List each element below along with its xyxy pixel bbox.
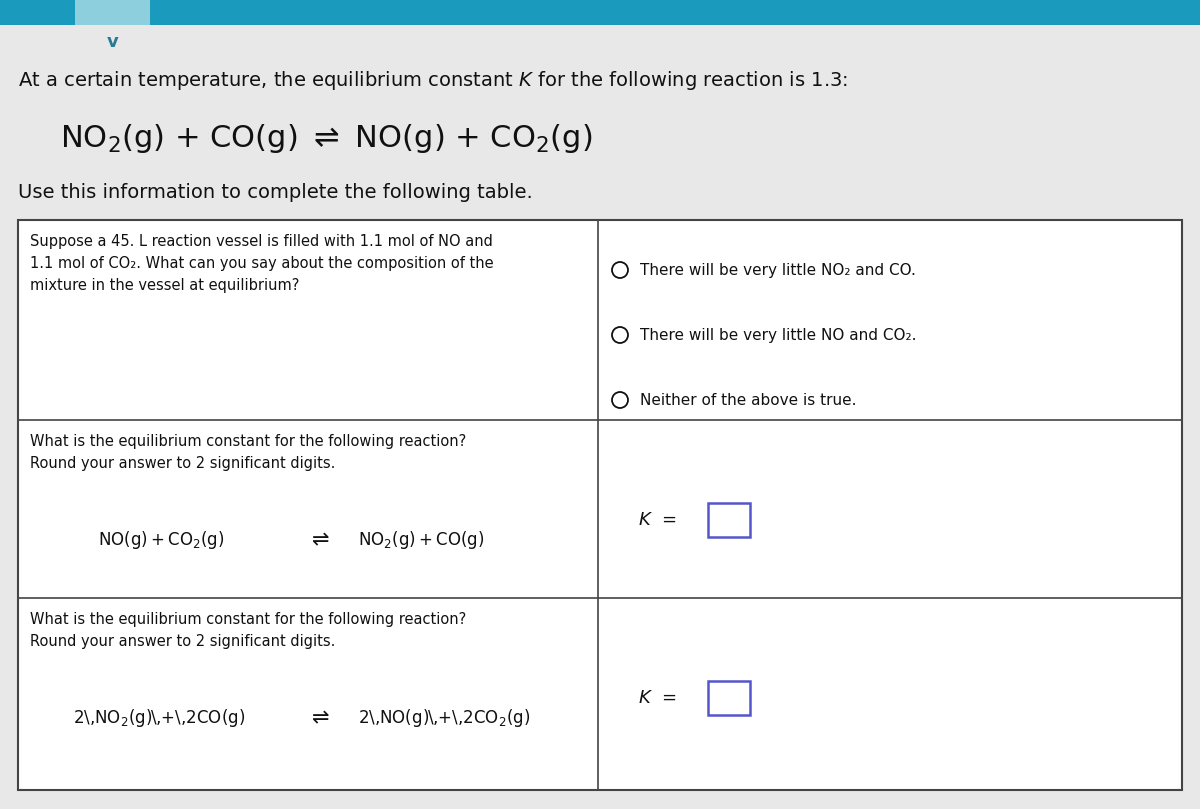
- Text: 2\,NO$_2$(g)\,+\,2CO(g): 2\,NO$_2$(g)\,+\,2CO(g): [73, 707, 245, 729]
- Text: $\rightleftharpoons$: $\rightleftharpoons$: [307, 530, 329, 550]
- Text: $\rightleftharpoons$: $\rightleftharpoons$: [307, 708, 329, 728]
- Bar: [74, 0, 150, 58]
- Text: What is the equilibrium constant for the following reaction?
Round your answer t: What is the equilibrium constant for the…: [30, 612, 467, 649]
- Bar: [0, 0, 1200, 25]
- Text: What is the equilibrium constant for the following reaction?
Round your answer t: What is the equilibrium constant for the…: [30, 434, 467, 471]
- Text: 2\,NO(g)\,+\,2CO$_2$(g): 2\,NO(g)\,+\,2CO$_2$(g): [358, 707, 530, 729]
- Text: NO(g) + CO$_2$(g): NO(g) + CO$_2$(g): [98, 529, 224, 551]
- Text: $K$  =: $K$ =: [638, 689, 677, 707]
- Text: There will be very little NO₂ and CO.: There will be very little NO₂ and CO.: [640, 262, 916, 277]
- Text: Suppose a 45. L reaction vessel is filled with 1.1 mol of NO and
1.1 mol of CO₂.: Suppose a 45. L reaction vessel is fille…: [30, 234, 493, 294]
- Text: $K$  =: $K$ =: [638, 511, 677, 529]
- Text: NO$_2$(g) + CO(g): NO$_2$(g) + CO(g): [358, 529, 485, 551]
- Text: Neither of the above is true.: Neither of the above is true.: [640, 392, 857, 408]
- Text: At a certain temperature, the equilibrium constant $K$ for the following reactio: At a certain temperature, the equilibriu…: [18, 69, 848, 91]
- Text: Use this information to complete the following table.: Use this information to complete the fol…: [18, 183, 533, 201]
- Text: There will be very little NO and CO₂.: There will be very little NO and CO₂.: [640, 328, 917, 342]
- Text: NO$_2$(g) + CO(g) $\rightleftharpoons$ NO(g) + CO$_2$(g): NO$_2$(g) + CO(g) $\rightleftharpoons$ N…: [60, 121, 593, 155]
- Text: v: v: [107, 33, 119, 51]
- Bar: [708, 503, 750, 537]
- Bar: [708, 681, 750, 715]
- Bar: [18, 220, 1182, 790]
